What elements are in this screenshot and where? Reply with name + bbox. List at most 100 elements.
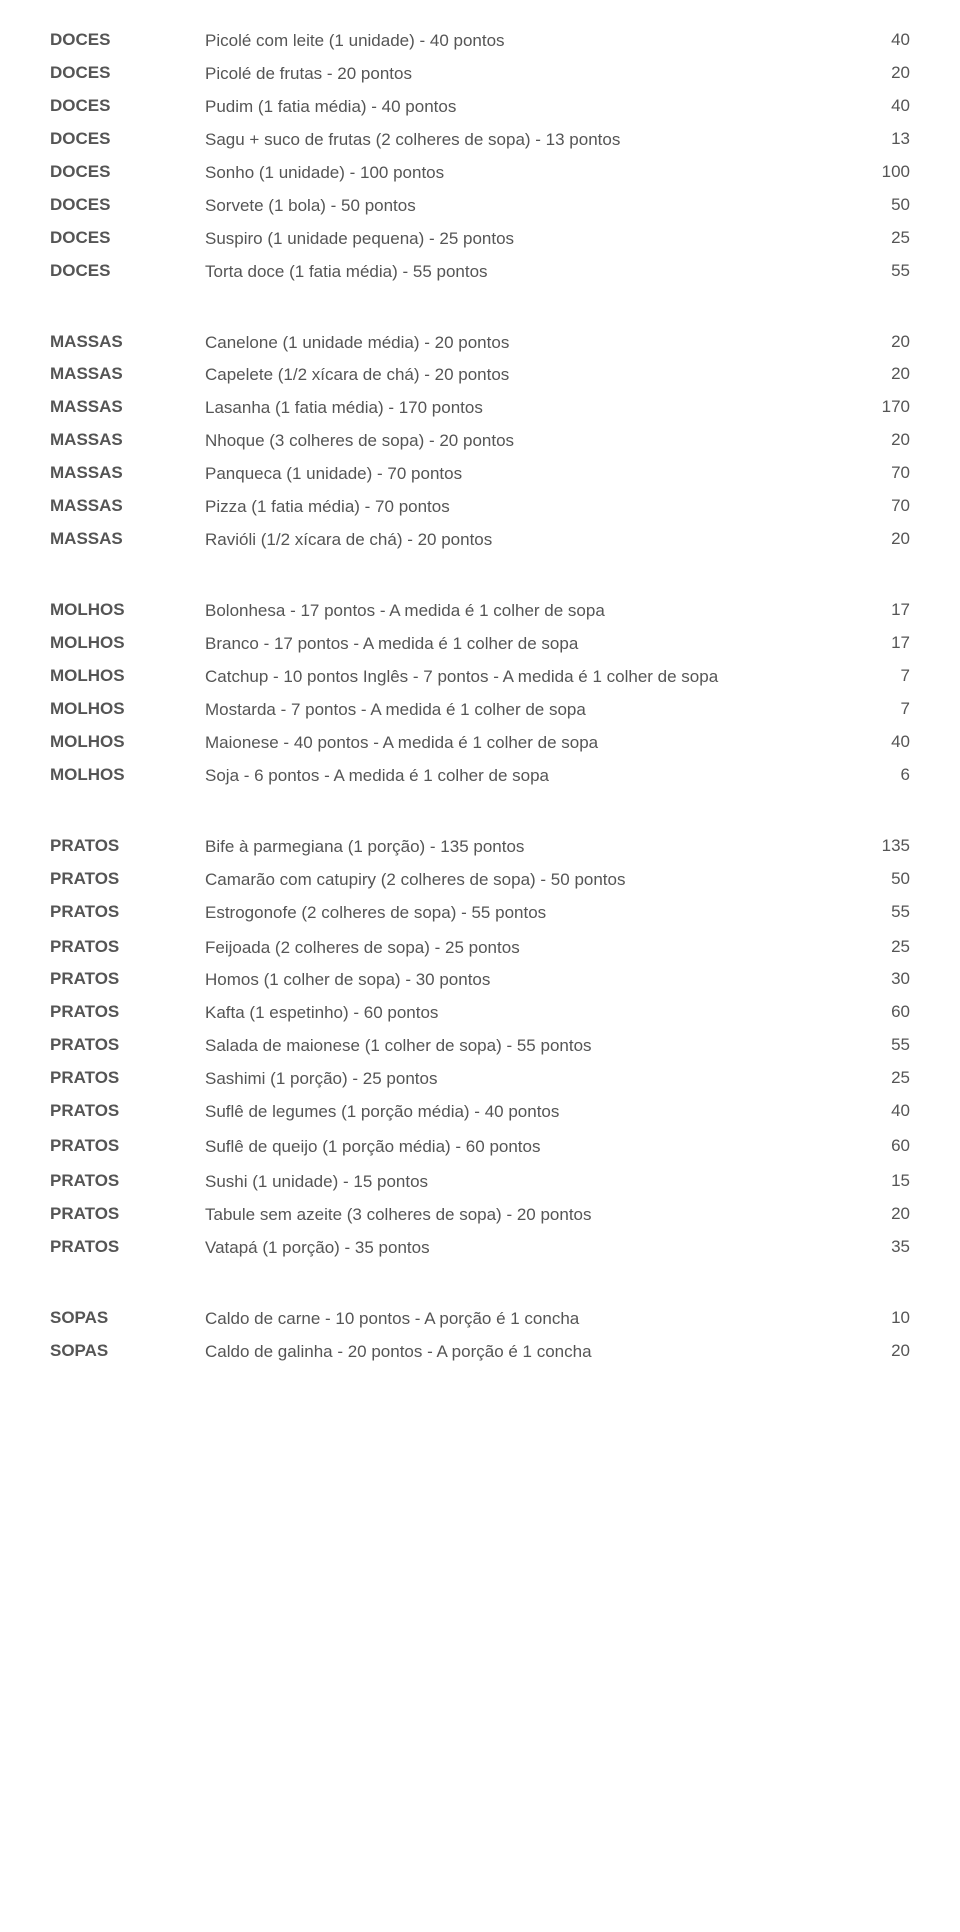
points-value: 170 [855,397,910,417]
points-value: 70 [855,496,910,516]
category-label: MOLHOS [50,600,205,620]
table-row: DOCESSuspiro (1 unidade pequena) - 25 po… [50,228,910,251]
item-description: Bife à parmegiana (1 porção) - 135 ponto… [205,836,855,859]
section-pratos-a: PRATOSBife à parmegiana (1 porção) - 135… [50,836,910,925]
points-value: 10 [855,1308,910,1328]
points-value: 25 [855,1068,910,1088]
points-value: 20 [855,1341,910,1361]
item-description: Estrogonofe (2 colheres de sopa) - 55 po… [205,902,855,925]
item-description: Mostarda - 7 pontos - A medida é 1 colhe… [205,699,855,722]
points-value: 25 [855,937,910,957]
points-value: 15 [855,1171,910,1191]
category-label: MASSAS [50,397,205,417]
table-row: PRATOSSashimi (1 porção) - 25 pontos25 [50,1068,910,1091]
category-label: DOCES [50,162,205,182]
table-row: SOPASCaldo de galinha - 20 pontos - A po… [50,1341,910,1364]
item-description: Ravióli (1/2 xícara de chá) - 20 pontos [205,529,855,552]
category-label: MOLHOS [50,699,205,719]
points-value: 40 [855,732,910,752]
category-label: MASSAS [50,332,205,352]
table-row: PRATOSBife à parmegiana (1 porção) - 135… [50,836,910,859]
table-row: MASSASCanelone (1 unidade média) - 20 po… [50,332,910,355]
table-row: MASSASPizza (1 fatia média) - 70 pontos7… [50,496,910,519]
table-row: MASSASPanqueca (1 unidade) - 70 pontos70 [50,463,910,486]
item-description: Canelone (1 unidade média) - 20 pontos [205,332,855,355]
points-value: 20 [855,364,910,384]
points-value: 40 [855,96,910,116]
points-value: 20 [855,529,910,549]
category-label: PRATOS [50,869,205,889]
item-description: Branco - 17 pontos - A medida é 1 colher… [205,633,855,656]
item-description: Torta doce (1 fatia média) - 55 pontos [205,261,855,284]
table-row: MASSASRavióli (1/2 xícara de chá) - 20 p… [50,529,910,552]
points-value: 20 [855,332,910,352]
table-row: PRATOSTabule sem azeite (3 colheres de s… [50,1204,910,1227]
category-label: DOCES [50,63,205,83]
item-description: Kafta (1 espetinho) - 60 pontos [205,1002,855,1025]
category-label: MOLHOS [50,765,205,785]
section-sopas: SOPASCaldo de carne - 10 pontos - A porç… [50,1308,910,1364]
category-label: PRATOS [50,1101,205,1121]
category-label: DOCES [50,30,205,50]
table-row: PRATOSCamarão com catupiry (2 colheres d… [50,869,910,892]
category-label: PRATOS [50,902,205,922]
item-description: Feijoada (2 colheres de sopa) - 25 ponto… [205,937,855,960]
category-label: MASSAS [50,463,205,483]
category-label: SOPAS [50,1308,205,1328]
item-description: Pudim (1 fatia média) - 40 pontos [205,96,855,119]
table-row: MOLHOSBolonhesa - 17 pontos - A medida é… [50,600,910,623]
item-description: Homos (1 colher de sopa) - 30 pontos [205,969,855,992]
category-label: MOLHOS [50,633,205,653]
category-label: PRATOS [50,1237,205,1257]
points-value: 7 [855,699,910,719]
item-description: Soja - 6 pontos - A medida é 1 colher de… [205,765,855,788]
item-description: Capelete (1/2 xícara de chá) - 20 pontos [205,364,855,387]
points-value: 20 [855,1204,910,1224]
category-label: DOCES [50,96,205,116]
category-label: MOLHOS [50,732,205,752]
category-label: MASSAS [50,364,205,384]
item-description: Catchup - 10 pontos Inglês - 7 pontos - … [205,666,855,689]
points-value: 25 [855,228,910,248]
table-row: DOCESSagu + suco de frutas (2 colheres d… [50,129,910,152]
category-label: PRATOS [50,1204,205,1224]
item-description: Vatapá (1 porção) - 35 pontos [205,1237,855,1260]
item-description: Suflê de legumes (1 porção média) - 40 p… [205,1101,855,1124]
points-value: 50 [855,195,910,215]
table-row: MOLHOSCatchup - 10 pontos Inglês - 7 pon… [50,666,910,689]
item-description: Picolé com leite (1 unidade) - 40 pontos [205,30,855,53]
category-label: DOCES [50,261,205,281]
table-row: PRATOSFeijoada (2 colheres de sopa) - 25… [50,937,910,960]
category-label: PRATOS [50,836,205,856]
category-label: PRATOS [50,1068,205,1088]
table-row: PRATOSSuflê de legumes (1 porção média) … [50,1101,910,1124]
points-value: 100 [855,162,910,182]
table-row: DOCESTorta doce (1 fatia média) - 55 pon… [50,261,910,284]
category-label: DOCES [50,228,205,248]
table-row: DOCESPicolé com leite (1 unidade) - 40 p… [50,30,910,53]
item-description: Panqueca (1 unidade) - 70 pontos [205,463,855,486]
table-row: SOPASCaldo de carne - 10 pontos - A porç… [50,1308,910,1331]
table-row: PRATOSSalada de maionese (1 colher de so… [50,1035,910,1058]
item-description: Suspiro (1 unidade pequena) - 25 pontos [205,228,855,251]
item-description: Suflê de queijo (1 porção média) - 60 po… [205,1136,855,1159]
table-row: PRATOSSushi (1 unidade) - 15 pontos15 [50,1171,910,1194]
section-pratos-c: PRATOSSuflê de queijo (1 porção média) -… [50,1136,910,1159]
points-value: 20 [855,63,910,83]
table-row: PRATOSVatapá (1 porção) - 35 pontos35 [50,1237,910,1260]
points-value: 60 [855,1002,910,1022]
table-row: DOCESSonho (1 unidade) - 100 pontos100 [50,162,910,185]
item-description: Camarão com catupiry (2 colheres de sopa… [205,869,855,892]
points-value: 55 [855,902,910,922]
points-value: 50 [855,869,910,889]
item-description: Tabule sem azeite (3 colheres de sopa) -… [205,1204,855,1227]
points-value: 55 [855,261,910,281]
category-label: PRATOS [50,1002,205,1022]
table-row: MOLHOSMaionese - 40 pontos - A medida é … [50,732,910,755]
category-label: DOCES [50,195,205,215]
table-row: MOLHOSSoja - 6 pontos - A medida é 1 col… [50,765,910,788]
section-massas: MASSASCanelone (1 unidade média) - 20 po… [50,332,910,553]
table-row: PRATOSSuflê de queijo (1 porção média) -… [50,1136,910,1159]
section-pratos-b: PRATOS Feijoada (2 colheres de sopa) - 25… [50,937,910,1125]
points-table: DOCESPicolé com leite (1 unidade) - 40 p… [50,30,910,1364]
